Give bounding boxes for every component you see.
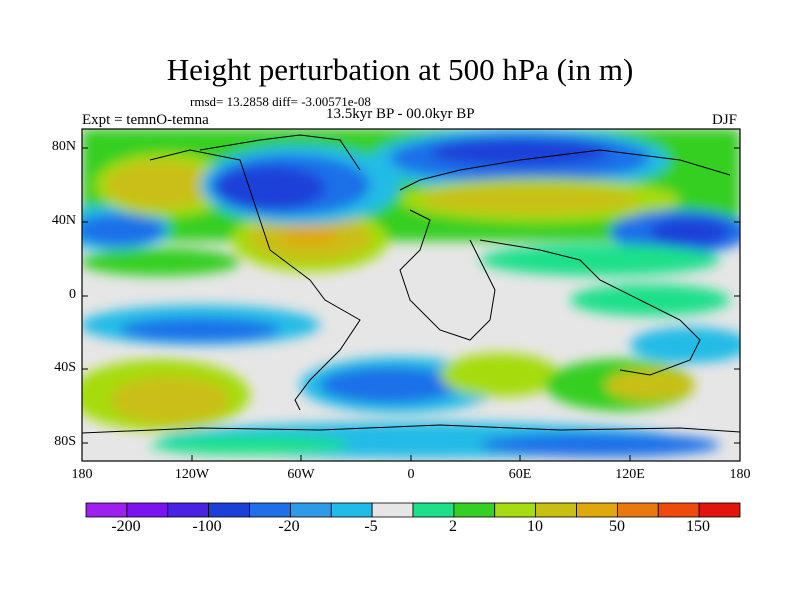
colorbar-swatch [208,502,250,518]
colorbar-swatch [616,502,659,518]
xtick-60e: 60E [508,467,532,482]
ytick-40s: 40S [54,360,76,375]
ytick-0: 0 [69,287,76,302]
colorbar-label-neg20: -20 [278,518,300,535]
colorbar-label-neg100: -100 [192,518,222,535]
xtick-120w: 120W [174,467,210,482]
figure-title: Height perturbation at 500 hPa (in m) [166,52,634,87]
xtick-0: 0 [407,467,415,482]
xtick-60w: 60W [287,467,315,482]
colorbar-label-neg5: -5 [364,518,378,535]
xtick-120e: 120E [615,467,645,482]
colorbar-swatch [494,502,537,518]
height-field [82,129,740,461]
ytick-80s: 80S [54,434,76,449]
stats-text: rmsd= 13.2858 diff= -3.00571e-08 [190,94,371,109]
ytick-80n: 80N [51,139,76,154]
colorbar-swatch [167,502,210,518]
colorbar-swatch [249,502,291,518]
colorbar-label-neg200: -200 [111,518,141,535]
colorbar-swatch [453,502,496,518]
colorbar-label-2: 2 [449,518,457,535]
colorbar-swatch [289,502,332,518]
colorbar-swatch [85,502,128,518]
season-label: DJF [712,112,738,128]
xtick-180w: 180 [71,467,93,482]
colorbar-swatch [576,502,618,518]
colorbar-label-50: 50 [609,518,625,535]
xtick-180e: 180 [729,467,751,482]
colorbar-swatch [657,502,700,518]
period-label: 13.5kyr BP - 00.0kyr BP [326,106,475,122]
ytick-40n: 40N [51,213,76,228]
experiment-label: Expt = temnO-temna [82,112,209,128]
colorbar-swatch [535,502,577,518]
colorbar-swatch [698,502,741,518]
axis-ticks [81,147,741,461]
colorbar-label-10: 10 [527,518,543,535]
colorbar-swatch [126,502,169,518]
colorbar-swatch [330,502,373,518]
colorbar-label-150: 150 [686,518,710,535]
coastlines [82,134,740,434]
colorbar-swatch [412,502,455,518]
colorbar-swatch [371,502,414,518]
